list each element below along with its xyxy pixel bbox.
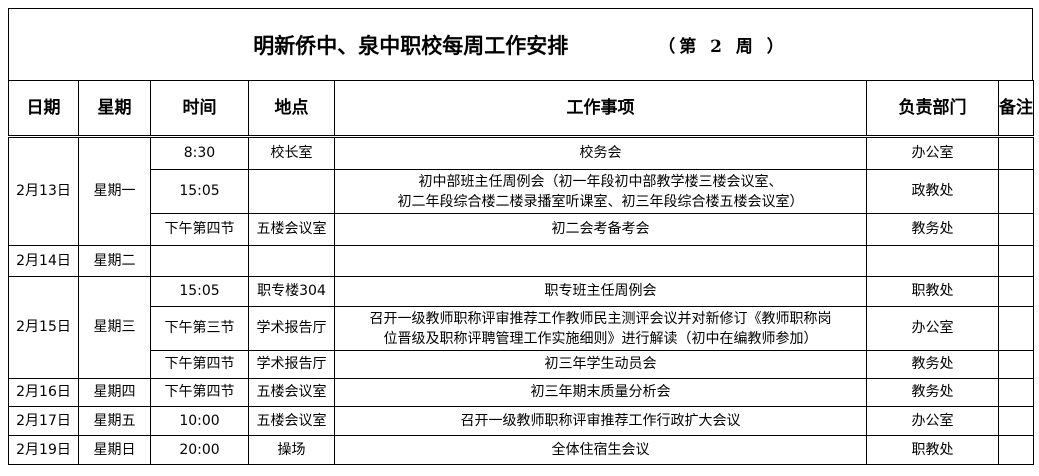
remark-cell [998,350,1034,379]
matter-line-2: 初二年段综合楼二楼录播室听课室、初三年段综合楼五楼会议室） [397,193,804,210]
matter-cell: 职专班主任周例会 [334,276,867,307]
table-row: 2月17日 星期五 10:00 五楼会议室 召开一级教师职称评审推荐工作行政扩大会议 办公… [8,406,1034,436]
remark-cell [998,213,1034,246]
header-time: 时间 [150,80,249,137]
table-row: 下午第四节 学术报告厅 初三年学生动员会 教务处 [9,350,1034,379]
matter-cell: 初三年学生动员会 [334,350,867,379]
weekday-cell: 星期一 [78,136,151,246]
dept-cell: 职教处 [866,435,999,465]
time-cell: 15:05 [150,169,249,214]
time-cell [150,245,249,277]
time-cell: 下午第四节 [150,350,249,379]
place-cell: 五楼会议室 [248,378,335,407]
table-row: 下午第四节 五楼会议室 初二会考备考会 教务处 [9,213,1034,246]
place-cell: 五楼会议室 [248,406,335,436]
week-label: （第 2 周 ） [658,37,788,57]
header-date: 日期 [8,80,79,137]
remark-cell [998,435,1034,465]
matter-line-2: 位晋级及职称评聘管理工作实施细则》进行解读（初中在编教师参加） [383,330,818,347]
table-row: 2月15日 星期三 15:05 职专楼304 职专班主任周例会 职教处 [8,276,1034,379]
matter-cell: 校务会 [334,136,867,170]
dept-cell: 办公室 [866,136,999,170]
remark-cell [998,406,1034,436]
matter-cell: 召开一级教师职称评审推荐工作教师民主测评会议并对新修订《教师职称岗 位晋级及职称评… [334,306,867,351]
dept-cell: 职教处 [866,276,999,307]
time-cell: 10:00 [150,406,249,436]
remark-cell [998,276,1034,307]
matter-line-1: 初中部班主任周例会（初一年段初中部教学楼三楼会议室、 [418,173,783,190]
schedule-document: 明新侨中、泉中职校每周工作安排 （第 2 周 ） 日期 星期 时间 地点 工作事… [8,8,1034,465]
remark-cell [998,245,1034,277]
matter-cell [334,245,867,277]
table-row: 2月16日 星期四 下午第四节 五楼会议室 初三年期末质量分析会 教务处 [8,378,1034,407]
dept-cell [866,245,999,277]
time-cell: 8:30 [150,136,249,170]
matter-cell: 全体住宿生会议 [334,435,867,465]
header-remark: 备注 [998,80,1034,137]
dept-cell: 教务处 [866,213,999,246]
table-row: 15:05 初中部班主任周例会（初一年段初中部教学楼三楼会议室、初二年段综合楼二楼… [9,169,1034,214]
title-row: 明新侨中、泉中职校每周工作安排 （第 2 周 ） [8,8,1033,80]
dept-cell: 办公室 [866,306,999,351]
time-cell: 下午第四节 [150,213,249,246]
table-row: 2月14日 星期二 [8,245,1034,277]
dept-cell: 政教处 [866,169,999,214]
date-cell: 2月19日 [8,435,79,465]
table-row: 2月19日 星期日 20:00 操场 全体住宿生会议 职教处 [8,435,1034,465]
dept-cell: 教务处 [866,378,999,407]
header-place: 地点 [248,80,335,137]
page-title: 明新侨中、泉中职校每周工作安排 [253,32,569,58]
table-row: 2月13日 星期一 8:30 校长室 校务会 办公室 [8,136,1034,246]
time-cell: 下午第三节 [150,306,249,351]
matter-cell: 召开一级教师职称评审推荐工作行政扩大会议 [334,406,867,436]
weekday-cell: 星期四 [78,378,151,407]
weekday-cell: 星期三 [78,276,151,379]
time-cell: 15:05 [150,276,249,307]
place-cell [248,169,335,214]
place-cell: 校长室 [248,136,335,170]
table-row: 下午第三节 学术报告厅 召开一级教师职称评审推荐工作教师民主测评会议并对新修订《教师… [9,306,1034,351]
matter-line-1: 召开一级教师职称评审推荐工作教师民主测评会议并对新修订《教师职称岗 [369,310,832,327]
time-cell: 下午第四节 [150,378,249,407]
place-cell: 五楼会议室 [248,213,335,246]
matter-cell: 初中部班主任周例会（初一年段初中部教学楼三楼会议室、初二年段综合楼二楼录播室听课… [334,169,867,214]
weekday-cell: 星期日 [78,435,151,465]
date-cell: 2月13日 [8,136,79,246]
place-cell: 操场 [248,435,335,465]
place-cell [248,245,335,277]
header-dept: 负责部门 [866,80,999,137]
place-cell: 职专楼304 [248,276,335,307]
date-cell: 2月17日 [8,406,79,436]
remark-cell [998,169,1034,214]
matter-cell: 初二会考备考会 [334,213,867,246]
date-cell: 2月16日 [8,378,79,407]
header-matter: 工作事项 [334,80,867,137]
weekday-cell: 星期五 [78,406,151,436]
remark-cell [998,378,1034,407]
header-weekday: 星期 [78,80,151,137]
place-cell: 学术报告厅 [248,306,335,351]
schedule-table: 日期 星期 时间 地点 工作事项 负责部门 备注 2月13日 星期一 8:30 校长室… [8,80,1034,465]
dept-cell: 办公室 [866,406,999,436]
header-row: 日期 星期 时间 地点 工作事项 负责部门 备注 [8,80,1034,137]
remark-cell [998,306,1034,351]
place-cell: 学术报告厅 [248,350,335,379]
matter-cell: 初三年期末质量分析会 [334,378,867,407]
weekday-cell: 星期二 [78,245,151,277]
date-cell: 2月14日 [8,245,79,277]
dept-cell: 教务处 [866,350,999,379]
time-cell: 20:00 [150,435,249,465]
remark-cell [998,136,1034,170]
date-cell: 2月15日 [8,276,79,379]
